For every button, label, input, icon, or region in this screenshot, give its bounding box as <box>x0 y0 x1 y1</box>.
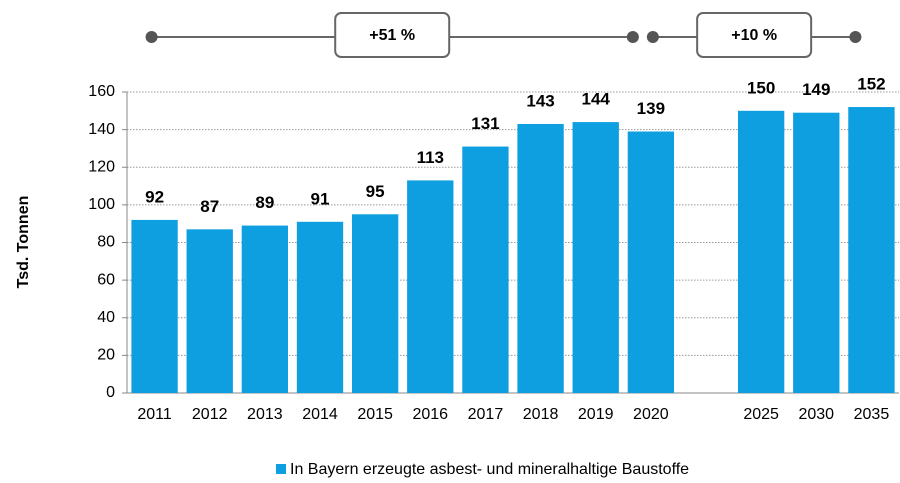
bar <box>572 122 619 393</box>
y-tick-label: 40 <box>97 309 115 326</box>
annotation-box <box>696 12 813 58</box>
x-tick-label: 2017 <box>468 406 504 423</box>
legend-swatch <box>276 464 286 474</box>
bar <box>517 123 564 393</box>
x-tick-label: 2011 <box>137 406 172 423</box>
value-label: 87 <box>200 197 219 216</box>
bracket-dot <box>646 31 659 43</box>
bar <box>131 219 178 393</box>
bracket-dot <box>626 31 639 43</box>
bar <box>186 229 233 393</box>
x-tick-label: 2018 <box>523 406 559 423</box>
value-label: 150 <box>747 78 775 97</box>
bar <box>848 107 895 394</box>
annotation: +10 % <box>731 27 777 44</box>
annotation-box <box>334 12 451 58</box>
value-label: 139 <box>637 99 665 118</box>
annotation: +51 % <box>369 27 415 44</box>
x-tick-label: 2012 <box>192 406 228 423</box>
value-label: 152 <box>857 75 885 94</box>
x-tick-label: 2016 <box>412 406 448 423</box>
y-axis-label: Tsd. Tonnen <box>15 196 32 289</box>
x-tick-label: 2014 <box>302 406 338 423</box>
bar <box>241 225 289 393</box>
value-label: 95 <box>366 182 385 201</box>
value-label: 92 <box>145 187 164 206</box>
bar <box>407 180 454 393</box>
value-label: 143 <box>526 91 554 110</box>
x-tick-label: 2020 <box>633 406 669 423</box>
bar <box>793 112 840 393</box>
x-tick-label: 2035 <box>854 406 890 423</box>
y-tick-label: 140 <box>88 121 115 138</box>
bracket-dot <box>145 31 158 43</box>
y-tick-label: 20 <box>97 347 115 364</box>
value-label: 113 <box>417 148 444 167</box>
bar <box>462 146 509 393</box>
value-label: 144 <box>582 90 611 109</box>
y-tick-label: 100 <box>88 196 115 213</box>
x-tick-label: 2015 <box>357 406 393 423</box>
y-tick-label: 80 <box>97 234 115 251</box>
value-label: 89 <box>255 193 274 212</box>
y-tick-label: 160 <box>88 83 115 100</box>
x-tick-label: 2013 <box>247 406 283 423</box>
bar <box>296 221 344 393</box>
value-label: 131 <box>471 114 499 133</box>
x-tick-label: 2019 <box>578 406 614 423</box>
y-tick-label: 0 <box>106 384 115 401</box>
bracket-dot <box>849 31 862 43</box>
x-tick-label: 2030 <box>798 406 834 423</box>
bar <box>351 214 399 393</box>
value-label: 149 <box>802 80 830 99</box>
legend-label: In Bayern erzeugte asbest- und mineralha… <box>290 461 689 478</box>
value-label: 91 <box>311 189 330 208</box>
y-tick-label: 60 <box>97 271 115 288</box>
bar <box>737 110 785 393</box>
y-tick-label: 120 <box>88 158 115 175</box>
bar <box>627 131 675 393</box>
x-tick-label: 2025 <box>743 406 779 423</box>
